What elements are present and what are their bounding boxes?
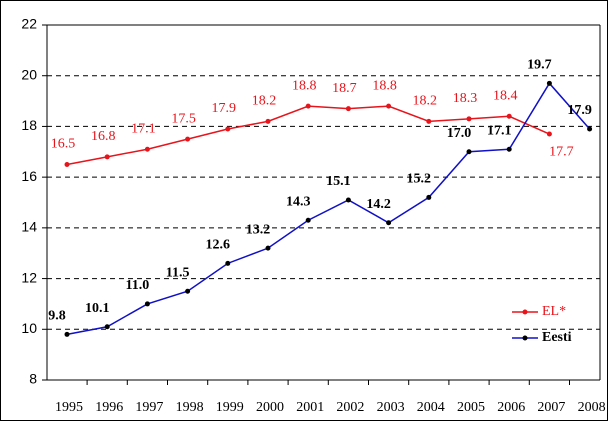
x-tick-label: 1997	[135, 400, 163, 415]
data-point	[305, 217, 311, 223]
data-label: 11.5	[166, 265, 190, 280]
y-tick-label: 14	[21, 219, 37, 235]
legend-label: EL*	[542, 304, 566, 319]
data-point	[466, 149, 472, 155]
x-tick-label: 2006	[497, 400, 525, 415]
data-point	[506, 113, 512, 119]
x-tick-label: 2007	[537, 400, 565, 415]
x-tick-label: 1999	[216, 400, 244, 415]
data-point	[225, 260, 231, 266]
data-point	[546, 131, 552, 137]
data-label: 11.0	[126, 278, 150, 293]
legend-label: Eesti	[542, 330, 572, 345]
data-point	[587, 126, 593, 132]
data-point	[265, 118, 271, 124]
data-label: 15.2	[407, 172, 432, 187]
data-point	[104, 324, 110, 330]
data-label: 18.4	[493, 89, 518, 104]
data-label: 18.7	[332, 81, 357, 96]
data-label: 13.2	[246, 222, 271, 237]
data-label: 16.8	[91, 129, 116, 144]
data-point	[426, 118, 432, 124]
x-tick-label: 1996	[95, 400, 123, 415]
data-label: 18.3	[453, 91, 478, 106]
data-point	[225, 126, 231, 132]
x-tick-label: 2002	[336, 400, 364, 415]
data-point	[144, 301, 150, 307]
data-label: 19.7	[527, 58, 552, 73]
y-tick-label: 20	[21, 66, 37, 82]
data-label: 15.1	[326, 174, 351, 189]
data-label: 10.1	[85, 301, 110, 316]
y-tick-label: 22	[21, 16, 37, 32]
data-point	[345, 106, 351, 112]
x-tick-label: 2004	[417, 400, 445, 415]
data-point	[185, 136, 191, 142]
data-label: 17.9	[212, 101, 237, 116]
data-label: 18.8	[372, 78, 397, 93]
x-tick-label: 2008	[578, 400, 606, 415]
x-tick-label: 2005	[457, 400, 485, 415]
data-point	[265, 245, 271, 251]
series-line	[66, 82, 591, 336]
x-tick-label: 2003	[377, 400, 405, 415]
data-point	[64, 161, 70, 167]
data-point	[386, 220, 392, 226]
data-label: 17.5	[171, 111, 196, 126]
data-point	[144, 146, 150, 152]
data-label: 9.8	[48, 309, 66, 324]
y-tick-label: 18	[21, 117, 37, 133]
data-label: 17.1	[131, 121, 156, 136]
data-point	[466, 116, 472, 122]
legend-marker	[522, 309, 528, 315]
data-point	[506, 146, 512, 152]
x-tick-label: 2000	[256, 400, 284, 415]
data-label: 17.9	[567, 103, 592, 118]
data-point	[546, 80, 552, 86]
y-tick-label: 12	[21, 269, 37, 285]
y-tick-label: 8	[29, 371, 37, 387]
legend-marker	[522, 335, 528, 341]
data-label: 18.2	[413, 94, 438, 109]
data-label: 17.1	[487, 123, 512, 138]
data-point	[345, 197, 351, 203]
data-label: 14.2	[366, 197, 391, 212]
data-point	[305, 103, 311, 109]
data-label: 14.3	[286, 194, 311, 209]
x-tick-label: 1998	[176, 400, 204, 415]
data-label: 18.2	[252, 94, 277, 109]
data-label: 17.0	[447, 126, 472, 141]
data-point	[64, 331, 70, 337]
data-label: 18.8	[292, 78, 317, 93]
data-label: 12.6	[206, 238, 231, 253]
data-point	[104, 154, 110, 160]
x-tick-label: 1995	[55, 400, 83, 415]
data-point	[426, 194, 432, 200]
y-tick-label: 10	[21, 320, 37, 336]
x-tick-label: 2001	[296, 400, 324, 415]
data-point	[185, 288, 191, 294]
data-label: 16.5	[51, 137, 76, 152]
data-label: 17.7	[549, 144, 574, 159]
y-tick-label: 16	[21, 168, 37, 184]
data-point	[386, 103, 392, 109]
